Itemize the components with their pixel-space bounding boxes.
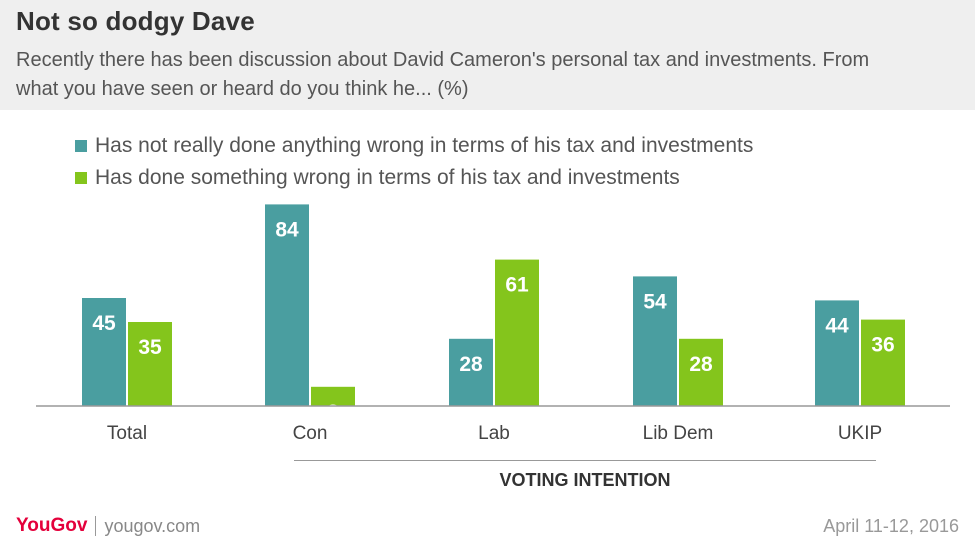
group-label-voting-intention: VOTING INTENTION (499, 470, 671, 490)
legend-swatch-green (75, 172, 87, 184)
bar-total-series-0 (82, 298, 126, 406)
header-banner: Not so dodgy Dave Recently there has bee… (0, 0, 975, 110)
category-label-total: Total (107, 423, 147, 444)
bar-con-series-0 (265, 204, 309, 406)
data-label-total-series-0: 45 (92, 312, 116, 335)
data-label-lab-series-0: 28 (459, 353, 483, 376)
legend-swatch-teal (75, 140, 87, 152)
data-label-con-series-1: 8 (327, 401, 339, 424)
bar-lib-dem-series-0 (633, 276, 677, 406)
legend-item-not-wrong: Has not really done anything wrong in te… (75, 130, 753, 162)
data-label-lib-dem-series-1: 28 (689, 353, 713, 376)
chart-title: Not so dodgy Dave (16, 6, 255, 36)
bar-lib-dem-series-1 (679, 338, 723, 406)
footer-site-link[interactable]: yougov.com (104, 515, 201, 536)
bar-ukip-series-0 (815, 300, 859, 406)
legend-item-wrong: Has done something wrong in terms of his… (75, 162, 753, 194)
brand-name: YouGov (16, 515, 88, 536)
category-label-lab: Lab (478, 423, 510, 444)
chart-subtitle: Recently there has been discussion about… (16, 49, 870, 100)
footer-date: April 11-12, 2016 (823, 516, 959, 536)
data-label-ukip-series-0: 44 (825, 314, 849, 337)
data-label-total-series-1: 35 (138, 336, 162, 359)
bar-ukip-series-1 (861, 319, 905, 406)
legend-label-wrong: Has done something wrong in terms of his… (95, 166, 680, 189)
footer-divider (95, 516, 97, 536)
data-label-con-series-0: 84 (275, 218, 299, 241)
category-label-ukip: UKIP (838, 423, 882, 444)
legend-label-not-wrong: Has not really done anything wrong in te… (95, 134, 754, 157)
bar-lab-series-0 (449, 338, 493, 406)
data-label-lab-series-1: 61 (505, 274, 529, 297)
category-label-lib-dem: Lib Dem (643, 423, 714, 444)
bar-con-series-1 (311, 386, 355, 406)
data-label-ukip-series-1: 36 (871, 334, 894, 357)
category-label-con: Con (293, 423, 328, 444)
yougov-logo: YouGov yougov.com (16, 515, 200, 537)
bar-lab-series-1 (495, 259, 539, 406)
legend: Has not really done anything wrong in te… (75, 130, 753, 194)
bar-total-series-1 (128, 322, 172, 406)
group-underline (294, 460, 876, 461)
data-label-lib-dem-series-0: 54 (643, 290, 667, 313)
